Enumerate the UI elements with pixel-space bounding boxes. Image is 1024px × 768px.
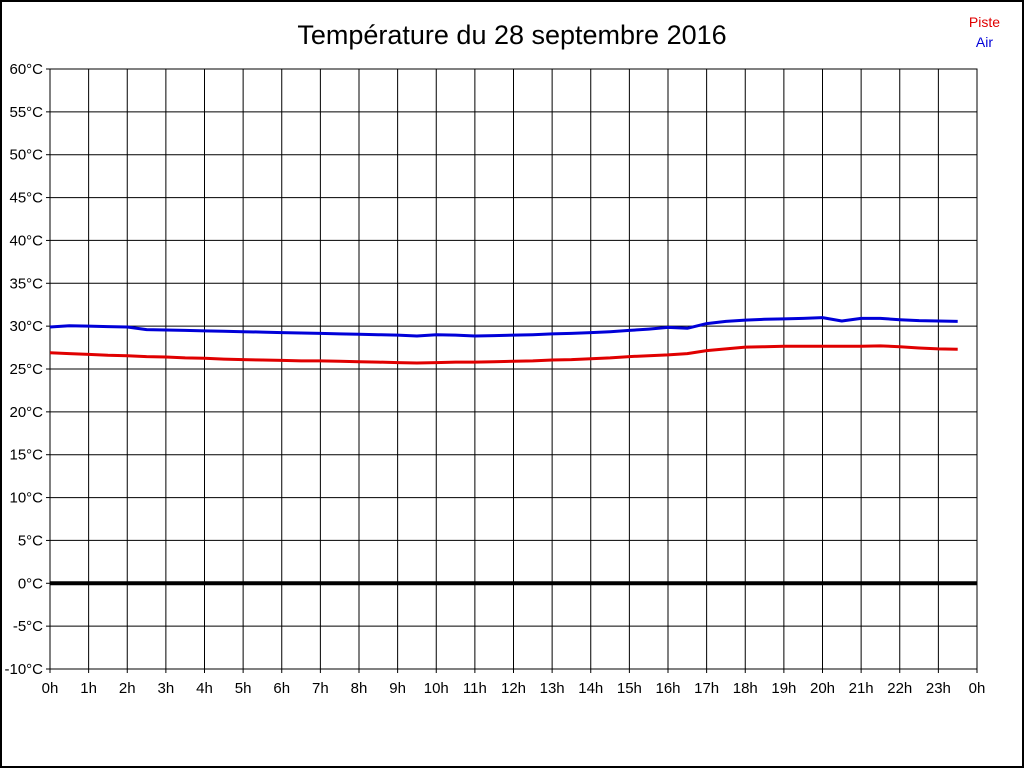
y-tick-label: 20°C: [9, 404, 43, 421]
y-tick-label: 40°C: [9, 232, 43, 249]
y-tick-label: 15°C: [9, 447, 43, 464]
x-tick-label: 11h: [463, 680, 487, 697]
y-tick-label: 5°C: [18, 532, 43, 549]
plot-border: [49, 68, 978, 670]
x-tick-label: 2h: [119, 680, 136, 697]
chart-title: Température du 28 septembre 2016: [297, 20, 727, 50]
x-tick-label: 18h: [733, 680, 758, 697]
y-tick-label: 45°C: [9, 190, 43, 207]
y-tick-label: 50°C: [9, 147, 43, 164]
x-tick-label: 1h: [80, 680, 97, 697]
x-tick-label: 22h: [887, 680, 912, 697]
legend-item-air: Air: [975, 34, 993, 50]
y-tick-label: 55°C: [9, 104, 43, 121]
x-tick-label: 4h: [196, 680, 213, 697]
series-piste-line: [49, 344, 958, 365]
legend: Piste Air: [969, 13, 1000, 51]
x-tick-label: 19h: [771, 680, 796, 697]
x-tick-label: 5h: [235, 680, 252, 697]
x-tick-label: 23h: [926, 680, 951, 697]
x-tick-label: 15h: [617, 680, 642, 697]
x-tick-label: 21h: [849, 680, 874, 697]
x-tick-label: 7h: [312, 680, 329, 697]
x-tick-label: 16h: [655, 680, 680, 697]
y-tick-label: 0°C: [18, 575, 43, 592]
series-air-line: [49, 316, 958, 338]
y-tick-label: 35°C: [9, 275, 43, 292]
x-tick-label: 0h: [969, 680, 986, 697]
y-tick-label: 10°C: [9, 490, 43, 507]
legend-item-piste: Piste: [968, 14, 1000, 30]
x-tick-label: 0h: [42, 680, 59, 697]
y-tick-label: 60°C: [9, 61, 43, 78]
y-tick-label: -5°C: [13, 618, 43, 635]
y-tick-label: -10°C: [4, 661, 43, 678]
x-tick-label: 8h: [351, 680, 368, 697]
x-tick-label: 12h: [501, 680, 526, 697]
x-tick-label: 17h: [694, 680, 719, 697]
x-tick-label: 3h: [158, 680, 175, 697]
x-tick-label: 13h: [540, 680, 565, 697]
y-tick-label: 30°C: [9, 318, 43, 335]
x-tick-label: 9h: [389, 680, 406, 697]
x-tick-label: 6h: [273, 680, 290, 697]
x-tick-label: 10h: [424, 680, 449, 697]
x-tick-label: 20h: [810, 680, 835, 697]
y-tick-label: 25°C: [9, 361, 43, 378]
x-tick-label: 14h: [578, 680, 603, 697]
